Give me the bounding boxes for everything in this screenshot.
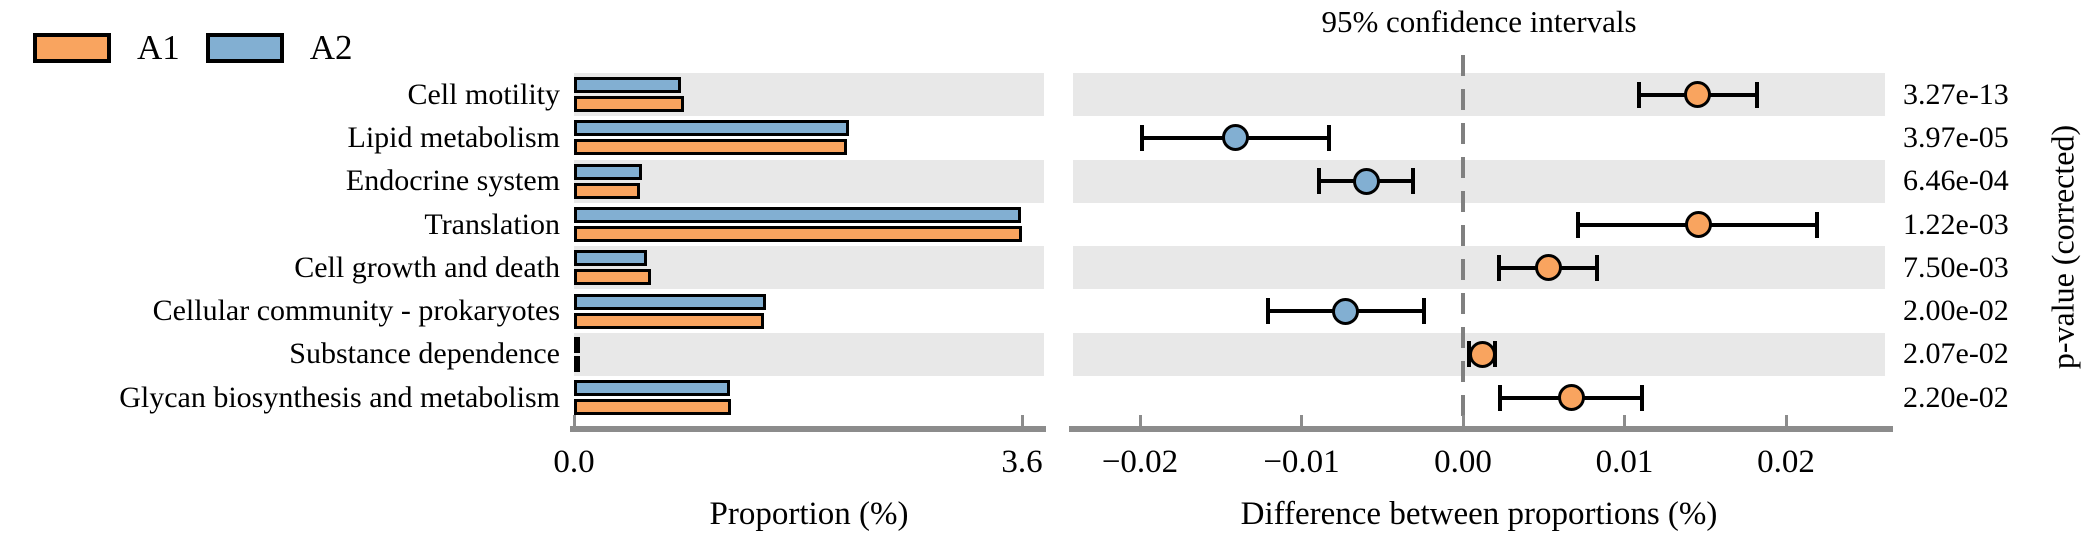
proportion-bar-a2: [574, 380, 730, 397]
ci-cap-low: [1496, 254, 1501, 281]
difference-dot: [1683, 81, 1711, 109]
proportion-bar-a2: [574, 77, 682, 94]
ci-cap-high: [1754, 81, 1759, 108]
category-label: Cell motility: [407, 77, 560, 111]
p-value-label: 2.20e-02: [1903, 380, 2009, 414]
difference-dot: [1557, 384, 1585, 412]
a1-color-swatch-icon: [33, 32, 111, 63]
legend-label-a2: A2: [309, 28, 353, 67]
difference-axis-line: [1069, 426, 1893, 432]
difference-axis-tick: [1784, 415, 1788, 426]
difference-tick-label: −0.01: [1263, 444, 1340, 480]
proportion-bar-a1: [574, 312, 765, 329]
p-value-label: 6.46e-04: [1903, 164, 2009, 198]
difference-tick-label: 0.00: [1434, 444, 1492, 480]
proportion-axis-tick: [572, 415, 576, 426]
p-value-label: 7.50e-03: [1903, 250, 2009, 284]
ci-cap-low: [1575, 211, 1580, 238]
ci-cap-high: [1422, 298, 1427, 325]
category-label: Translation: [424, 207, 560, 241]
row-band-left: [574, 332, 1044, 377]
difference-dot: [1468, 340, 1496, 368]
legend: A1 A2: [33, 30, 353, 65]
row-band-left: [574, 246, 1044, 290]
difference-axis-tick: [1623, 415, 1626, 426]
row-band-right: [1073, 246, 1885, 290]
legend-label-a1: A1: [137, 28, 180, 67]
difference-tick-label: 0.01: [1595, 444, 1654, 480]
chart-title: 95% confidence intervals: [1321, 4, 1637, 39]
category-label: Cell growth and death: [294, 250, 560, 284]
ci-cap-low: [1637, 81, 1642, 108]
proportion-axis-tick: [1020, 415, 1024, 426]
difference-dot: [1331, 297, 1359, 325]
ci-cap-low: [1139, 124, 1144, 151]
legend-item-a1: A1: [33, 30, 180, 65]
row-band-right: [1073, 159, 1885, 203]
proportion-bar-a1: [574, 139, 847, 156]
category-label: Cellular community - prokaryotes: [152, 294, 560, 328]
pvalue-axis-title: p-value (corrected): [2044, 124, 2081, 370]
ci-cap-high: [1595, 254, 1600, 281]
legend-item-a2: A2: [205, 28, 353, 67]
category-label: Substance dependence: [289, 337, 560, 371]
proportion-bar-a2: [574, 207, 1021, 224]
ci-cap-low: [1317, 168, 1322, 195]
proportion-bar-a1: [574, 226, 1022, 243]
difference-tick-label: 0.02: [1757, 444, 1815, 480]
ci-cap-high: [1326, 124, 1331, 151]
difference-axis-title: Difference between proportions (%): [1240, 496, 1718, 532]
proportion-bar-a2: [574, 120, 850, 137]
difference-axis-tick: [1300, 415, 1303, 426]
difference-dot: [1221, 124, 1249, 152]
ci-cap-low: [1498, 384, 1503, 411]
proportion-bar-a1: [574, 96, 684, 113]
proportion-tick-label: 3.6: [1001, 444, 1043, 480]
category-label: Endocrine system: [345, 164, 560, 198]
zero-dashed-line: [1461, 55, 1465, 429]
proportion-bar-a1: [574, 269, 652, 286]
category-label: Glycan biosynthesis and metabolism: [119, 380, 560, 414]
p-value-label: 2.07e-02: [1903, 337, 2009, 371]
difference-dot: [1535, 254, 1563, 282]
ci-cap-high: [1410, 168, 1415, 195]
p-value-label: 3.97e-05: [1903, 120, 2009, 154]
proportion-bar-a2: [574, 250, 648, 267]
proportion-bar-a2: [574, 163, 643, 180]
proportion-bar-a2: [574, 293, 766, 310]
row-band-left: [574, 159, 1044, 203]
proportion-bar-a1: [574, 399, 731, 416]
ci-cap-high: [1640, 384, 1645, 411]
p-value-label: 3.27e-13: [1903, 77, 2009, 111]
difference-axis-tick: [1138, 415, 1142, 426]
proportion-axis-line: [570, 426, 1046, 432]
category-label: Lipid metabolism: [347, 120, 560, 154]
difference-dot: [1685, 211, 1713, 239]
difference-axis-tick: [1461, 415, 1465, 426]
difference-tick-label: −0.02: [1101, 444, 1179, 480]
a2-color-swatch-icon: [205, 32, 284, 63]
row-band-right: [1073, 73, 1885, 117]
p-value-label: 1.22e-03: [1903, 207, 2009, 241]
ci-cap-high: [1814, 211, 1819, 238]
proportion-tick-label: 0.0: [553, 444, 595, 480]
p-value-label: 2.00e-02: [1903, 294, 2009, 328]
ci-cap-low: [1265, 298, 1270, 325]
proportion-bar-a1: [574, 182, 640, 199]
proportion-bar-a1: [574, 355, 580, 372]
proportion-axis-title: Proportion (%): [709, 496, 909, 532]
proportion-bar-a2: [574, 336, 580, 353]
difference-dot: [1352, 167, 1380, 195]
